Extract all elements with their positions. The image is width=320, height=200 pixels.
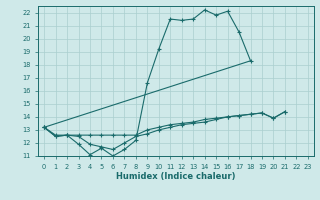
X-axis label: Humidex (Indice chaleur): Humidex (Indice chaleur): [116, 172, 236, 181]
